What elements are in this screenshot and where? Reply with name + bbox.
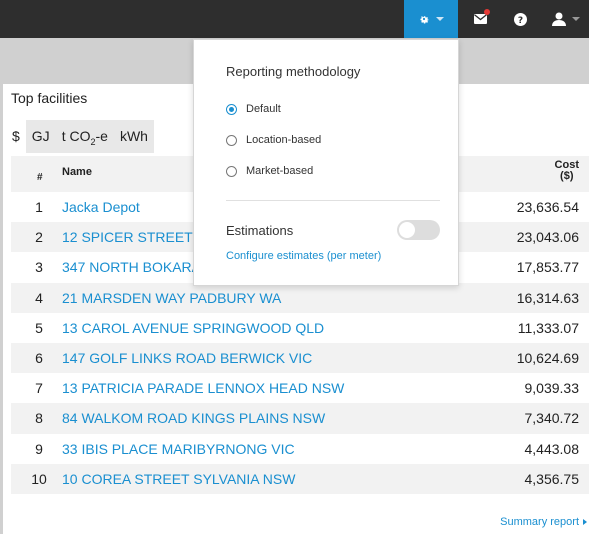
chevron-down-icon [571,17,580,21]
table-row: 1 Jacka Depot 23,636.54 [11,192,589,222]
column-header-num: # [37,172,43,183]
facility-link[interactable]: 147 GOLF LINKS ROAD BERWICK VIC [62,349,313,366]
messages-button[interactable] [462,0,498,38]
tab-co2-main: t CO [61,128,91,144]
row-cost: 10,624.69 [516,349,579,366]
option-label: Market-based [246,165,314,177]
top-navbar: ? [0,0,589,38]
user-icon [551,12,566,26]
reporting-settings-dropdown: Reporting methodology Default Location-b… [193,39,459,286]
option-default[interactable]: Default [226,103,281,115]
table-row: 10 10 COREA STREET SYLVANIA NSW 4,356.75 [11,463,589,494]
facility-link[interactable]: 21 MARSDEN WAY PADBURY WA [62,289,282,306]
reporting-methodology-heading: Reporting methodology [226,64,361,79]
chevron-down-icon [436,17,444,21]
divider [226,200,440,201]
tab-kwh[interactable]: kWh [113,120,154,153]
radio-location-based[interactable] [226,134,237,146]
table-row: 4 21 MARSDEN WAY PADBURY WA 16,314.63 [11,282,589,313]
cost-header-line1: Cost [554,159,579,171]
unit-tabs: $ GJ t CO2-e kWh [6,120,154,153]
configure-estimates-link[interactable]: Configure estimates (per meter) [226,250,382,262]
row-num: 7 [35,380,43,397]
settings-dropdown-button[interactable] [404,0,458,38]
row-num: 8 [35,410,43,427]
row-num: 3 [35,259,43,276]
facility-link[interactable]: 12 SPICER STREET G [62,229,208,246]
summary-report-label: Summary report [500,516,579,528]
table-row: 5 13 CAROL AVENUE SPRINGWOOD QLD 11,333.07 [11,313,589,343]
tab-gj[interactable]: GJ [25,120,56,153]
facility-link[interactable]: 13 PATRICIA PARADE LENNOX HEAD NSW [62,380,345,397]
notification-dot [484,9,490,15]
column-header-name[interactable]: Name [62,166,92,178]
tab-co2-tail: -e [95,128,108,144]
option-label: Location-based [246,134,322,146]
summary-report-link[interactable]: Summary report [500,516,587,528]
toggle-knob [399,222,415,238]
svg-text:?: ? [517,16,522,26]
row-cost: 16,314.63 [516,289,579,306]
estimations-label: Estimations [226,223,294,238]
option-market-based[interactable]: Market-based [226,165,313,177]
row-num: 9 [35,440,43,457]
facility-link[interactable]: 347 NORTH BOKARA [62,259,202,276]
row-cost: 11,333.07 [517,319,579,336]
facility-link[interactable]: 13 CAROL AVENUE SPRINGWOOD QLD [62,319,325,336]
row-cost: 23,043.06 [516,229,579,246]
row-cost: 17,853.77 [516,259,579,276]
facilities-table-body: 1 Jacka Depot 23,636.54 2 12 SPICER STREET … [11,192,589,494]
row-num: 6 [35,349,43,366]
row-num: 1 [35,199,43,215]
facility-link[interactable]: 33 IBIS PLACE MARIBYRNONG VIC [62,440,295,457]
help-icon: ? [513,12,527,26]
caret-right-icon [583,519,587,525]
cost-header-line2: ($) [560,170,574,182]
tab-co2[interactable]: t CO2-e [55,120,114,153]
radio-market-based[interactable] [226,165,237,177]
row-num: 10 [31,470,47,487]
help-button[interactable]: ? [502,0,538,38]
table-row: 9 33 IBIS PLACE MARIBYRNONG VIC 4,443.08 [11,434,589,464]
mail-icon [473,14,487,24]
row-cost: 4,356.75 [524,470,580,487]
user-menu-button[interactable] [542,0,589,38]
gear-icon [420,16,429,24]
facility-link[interactable]: 10 COREA STREET SYLVANIA NSW [62,470,296,487]
row-cost: 4,443.08 [524,440,580,457]
panel-title: Top facilities [11,90,88,106]
radio-default[interactable] [226,103,237,115]
facility-link[interactable]: 84 WALKOM ROAD KINGS PLAINS NSW [62,410,326,427]
table-row: 6 147 GOLF LINKS ROAD BERWICK VIC 10,624.6… [11,342,589,374]
row-cost: 9,039.33 [524,380,580,397]
row-cost: 23,636.54 [516,199,579,215]
row-num: 4 [35,289,43,306]
table-row: 7 13 PATRICIA PARADE LENNOX HEAD NSW 9,039… [11,373,589,403]
option-label: Default [246,103,281,115]
column-header-cost[interactable]: Cost ($) [555,160,579,182]
table-row: 3 347 NORTH BOKARA 17,853.77 [11,252,589,282]
row-num: 5 [35,319,43,336]
row-num: 2 [35,229,43,246]
row-cost: 7,340.72 [524,410,580,427]
table-row: 8 84 WALKOM ROAD KINGS PLAINS NSW 7,340.72 [11,403,589,434]
tab-dollar[interactable]: $ [6,120,26,153]
facility-link[interactable]: Jacka Depot [62,199,140,215]
estimations-toggle[interactable] [397,220,440,240]
option-location-based[interactable]: Location-based [226,134,321,146]
tab-co2-sub: 2 [90,136,96,147]
